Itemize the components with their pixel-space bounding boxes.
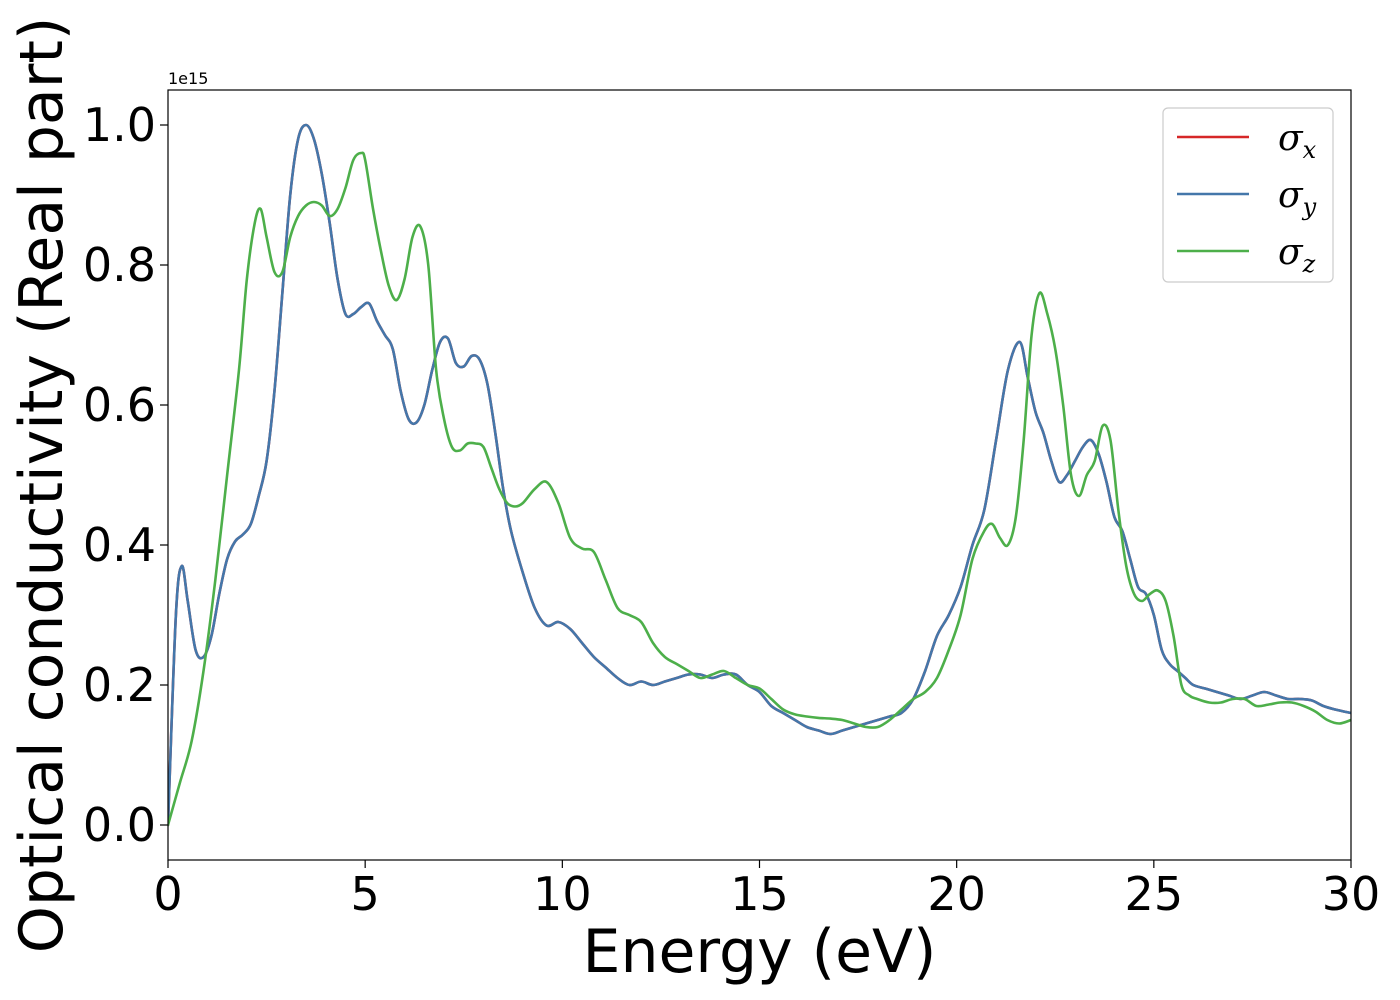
legend-label-y: σy xyxy=(1278,175,1317,221)
series-line-z xyxy=(168,151,1351,827)
y-tick-label: 1.0 xyxy=(83,98,156,152)
y-tick-label: 0.2 xyxy=(83,658,156,712)
x-tick-label: 0 xyxy=(153,867,182,921)
y-tick-label: 0.6 xyxy=(83,378,156,432)
y-axis-label: Optical conductivity (Real part) xyxy=(7,17,77,954)
x-tick-label: 20 xyxy=(927,867,986,921)
x-tick-label: 5 xyxy=(351,867,380,921)
y-axis: 0.0 0.2 0.4 0.6 0.8 1.0 xyxy=(83,98,168,852)
x-tick-label: 25 xyxy=(1125,867,1184,921)
y-tick-label: 0.8 xyxy=(83,238,156,292)
x-tick-label: 15 xyxy=(730,867,789,921)
legend: σx σy σz xyxy=(1162,107,1334,283)
x-axis: 0 5 10 15 20 25 30 xyxy=(153,860,1380,921)
legend-label-z: σz xyxy=(1278,232,1316,278)
legend-label-x: σx xyxy=(1278,118,1317,164)
y-offset-label: 1e15 xyxy=(168,69,208,88)
series-layer xyxy=(168,123,1351,827)
y-tick-label: 0.4 xyxy=(83,518,156,572)
x-tick-label: 30 xyxy=(1322,867,1381,921)
x-tick-label: 10 xyxy=(533,867,592,921)
y-tick-label: 0.0 xyxy=(83,798,156,852)
x-axis-label: Energy (eV) xyxy=(583,917,937,987)
